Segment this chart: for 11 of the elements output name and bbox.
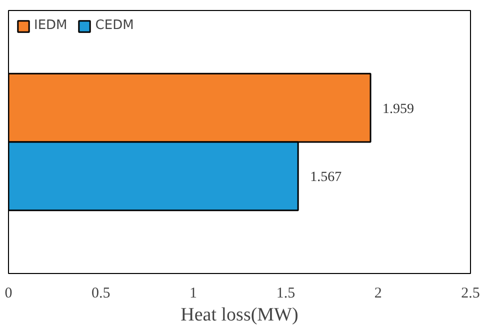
legend-label: CEDM: [95, 18, 134, 33]
data-label: 1.959: [382, 102, 414, 117]
x-tick-label: 0.5: [92, 286, 110, 302]
x-tick-label: 0: [4, 286, 12, 302]
x-tick-label: 1.5: [276, 286, 296, 302]
x-tick-label: 1: [190, 286, 198, 302]
legend-label: IEDM: [34, 18, 68, 33]
x-axis-title: Heat loss(MW): [180, 304, 298, 326]
x-tick-label: 2.5: [461, 286, 480, 302]
data-label: 1.567: [310, 170, 342, 186]
x-tick-label: 2: [374, 286, 382, 302]
